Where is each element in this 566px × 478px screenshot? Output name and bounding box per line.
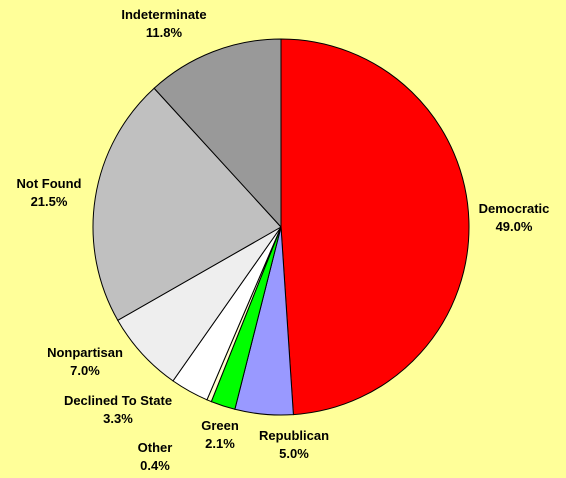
slice-percent-label: 3.3% <box>103 411 133 426</box>
slice-label: Democratic <box>479 201 550 216</box>
slice-label: Nonpartisan <box>47 345 123 360</box>
slice-percent-label: 5.0% <box>279 446 309 461</box>
slice-percent-label: 49.0% <box>496 219 533 234</box>
slice-label: Indeterminate <box>121 7 206 22</box>
pie-slice-not-found <box>92 87 282 322</box>
slice-label: Other <box>138 440 173 455</box>
pie-slice-indeterminate <box>153 38 282 229</box>
slice-label: Republican <box>259 428 329 443</box>
slice-percent-label: 7.0% <box>70 363 100 378</box>
slice-percent-label: 0.4% <box>140 458 170 473</box>
slice-percent-label: 11.8% <box>146 25 183 40</box>
slice-label: Green <box>201 418 239 433</box>
slice-percent-label: 21.5% <box>31 194 68 209</box>
slice-label: Not Found <box>17 176 82 191</box>
slice-percent-label: 2.1% <box>205 436 235 451</box>
slice-label: Declined To State <box>64 393 172 408</box>
pie-labels: Democratic 49.0% Republican 5.0% Green 2.1% Ot… <box>17 7 550 473</box>
pie-slice-democratic <box>280 38 470 416</box>
pie-slices <box>92 38 470 416</box>
